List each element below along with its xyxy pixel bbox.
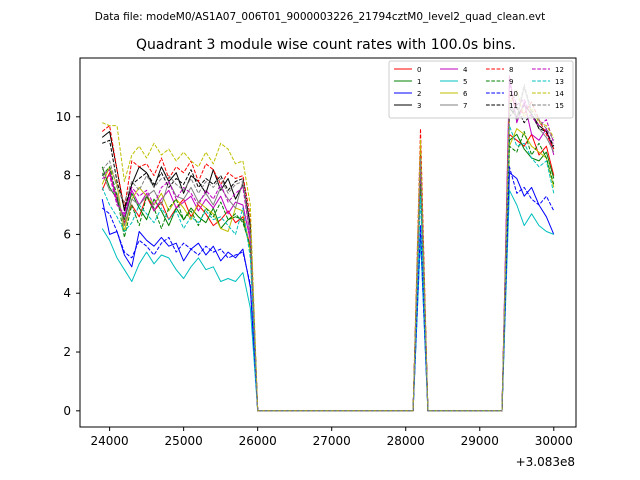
legend-label-13: 13 — [555, 78, 564, 86]
x-tick-label: 27000 — [313, 434, 351, 448]
series-line-12 — [102, 84, 555, 412]
series-line-0 — [101, 133, 555, 412]
legend-frame — [388, 60, 574, 119]
legend-label-1: 1 — [417, 78, 421, 86]
legend-label-4: 4 — [463, 66, 468, 74]
series-line-13 — [101, 125, 555, 412]
series-line-7 — [101, 86, 555, 412]
legend-label-9: 9 — [509, 78, 513, 86]
legend-label-5: 5 — [463, 78, 467, 86]
x-axis-offset-label: +3.083e8 — [516, 455, 575, 469]
legend-label-6: 6 — [463, 90, 468, 98]
series-line-8 — [101, 92, 555, 412]
y-tick-label: 10 — [56, 110, 71, 124]
series-line-9 — [101, 131, 555, 412]
series-line-6 — [101, 128, 555, 412]
series-layer — [101, 75, 555, 412]
legend-label-2: 2 — [417, 90, 421, 98]
series-line-4 — [101, 75, 555, 412]
x-tick-label: 24000 — [91, 434, 129, 448]
y-tick-label: 6 — [63, 227, 71, 241]
legend-label-10: 10 — [509, 90, 518, 98]
series-line-10 — [101, 166, 555, 412]
y-tick-label: 2 — [63, 345, 71, 359]
y-tick-label: 8 — [63, 169, 71, 183]
series-line-14 — [102, 89, 555, 412]
legend-label-3: 3 — [417, 102, 421, 110]
legend-label-12: 12 — [555, 66, 564, 74]
x-tick-label: 25000 — [165, 434, 203, 448]
x-tick-label: 30000 — [535, 434, 573, 448]
legend-label-0: 0 — [417, 66, 421, 74]
y-axis: 0 2 4 6 8 10 — [56, 110, 80, 418]
chart-title: Quadrant 3 module wise count rates with … — [136, 37, 516, 53]
y-tick-label: 0 — [63, 404, 71, 418]
x-tick-label: 28000 — [387, 434, 425, 448]
series-line-1 — [101, 133, 555, 412]
x-axis: 24000 25000 26000 27000 28000 29000 30000 — [91, 427, 573, 448]
plot-area-frame — [79, 57, 577, 428]
legend-label-7: 7 — [463, 102, 467, 110]
data-file-header: Data file: modeM0/AS1A07_006T01_90000032… — [95, 11, 546, 23]
legend-label-15: 15 — [555, 102, 564, 110]
legend-label-8: 8 — [509, 66, 513, 74]
legend-label-14: 14 — [555, 90, 564, 98]
x-tick-label: 29000 — [461, 434, 499, 448]
legend-label-11: 11 — [509, 102, 518, 110]
y-tick-label: 4 — [63, 286, 71, 300]
series-line-15 — [101, 84, 555, 412]
x-tick-label: 26000 — [239, 434, 277, 448]
